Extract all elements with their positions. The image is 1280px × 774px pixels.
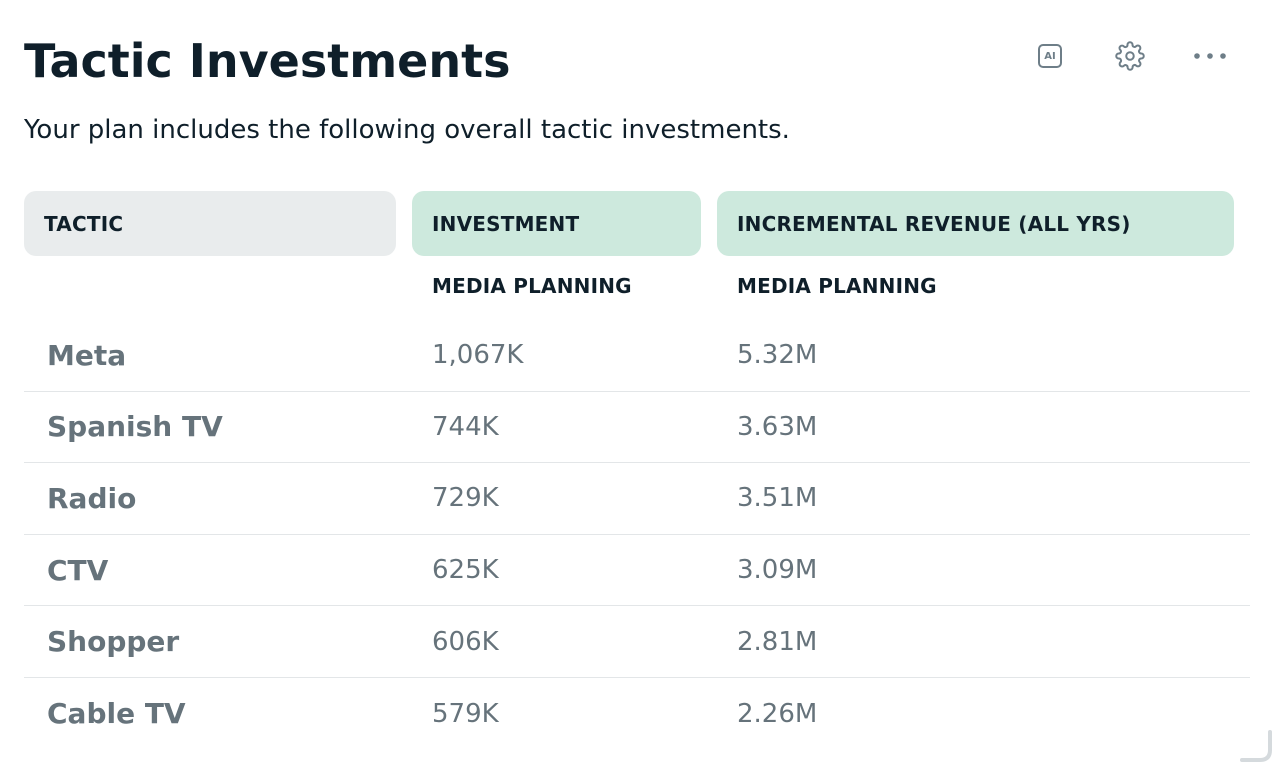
revenue-cell: 2.26M [737, 698, 818, 729]
investment-cell: 729K [432, 483, 499, 514]
subheader-investment: MEDIA PLANNING [432, 274, 632, 298]
card-toolbar: AI [1026, 38, 1246, 74]
revenue-cell: 2.81M [737, 626, 818, 657]
tactic-cell: CTV [47, 553, 109, 587]
more-options-button[interactable] [1186, 38, 1234, 74]
table-row: Meta 1,067K 5.32M [24, 320, 1250, 392]
investment-cell: 606K [432, 626, 499, 657]
investment-cell: 625K [432, 555, 499, 586]
table-row: CTV 625K 3.09M [24, 535, 1250, 607]
ai-button[interactable]: AI [1026, 38, 1074, 74]
page-subtitle: Your plan includes the following overall… [24, 115, 790, 145]
column-header-investment: INVESTMENT [412, 191, 701, 256]
gear-icon [1115, 41, 1145, 71]
more-horizontal-icon [1194, 53, 1226, 59]
tactic-cell: Meta [47, 338, 127, 372]
tactic-cell: Shopper [47, 625, 180, 659]
table-body: Meta 1,067K 5.32M Spanish TV 744K 3.63M … [24, 320, 1250, 750]
tactic-cell: Spanish TV [47, 410, 223, 444]
table-row: Shopper 606K 2.81M [24, 606, 1250, 678]
investment-cell: 1,067K [432, 340, 524, 371]
column-header-incremental-revenue: INCREMENTAL REVENUE (ALL YRS) [717, 191, 1234, 256]
investment-cell: 579K [432, 698, 499, 729]
table-row: Cable TV 579K 2.26M [24, 678, 1250, 750]
revenue-cell: 5.32M [737, 340, 818, 371]
resize-handle-icon[interactable] [1240, 730, 1274, 764]
tactic-cell: Cable TV [47, 697, 186, 731]
subheader-incremental-revenue: MEDIA PLANNING [737, 274, 937, 298]
tactic-cell: Radio [47, 481, 137, 515]
investment-cell: 744K [432, 411, 499, 442]
ai-icon: AI [1038, 44, 1062, 68]
table-row: Spanish TV 744K 3.63M [24, 392, 1250, 464]
table-row: Radio 729K 3.51M [24, 463, 1250, 535]
page-title: Tactic Investments [24, 34, 511, 88]
revenue-cell: 3.63M [737, 411, 818, 442]
revenue-cell: 3.09M [737, 555, 818, 586]
revenue-cell: 3.51M [737, 483, 818, 514]
settings-button[interactable] [1106, 38, 1154, 74]
column-header-tactic: TACTIC [24, 191, 396, 256]
